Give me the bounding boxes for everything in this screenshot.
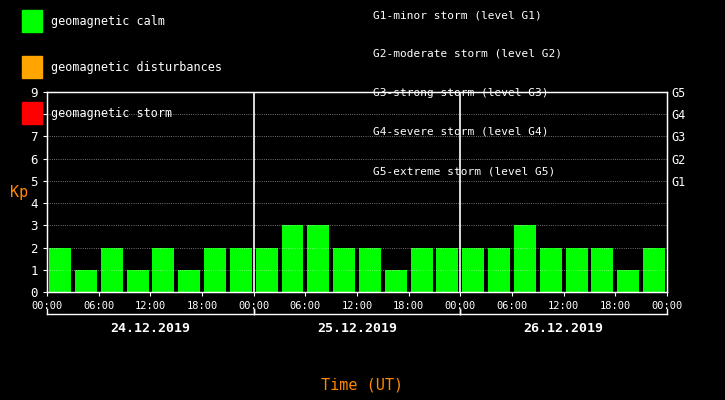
Text: 26.12.2019: 26.12.2019	[523, 322, 604, 335]
Bar	[152, 248, 174, 292]
Text: Time (UT): Time (UT)	[321, 377, 404, 392]
Text: 25.12.2019: 25.12.2019	[317, 322, 397, 335]
Bar	[643, 248, 665, 292]
Y-axis label: Kp: Kp	[10, 184, 28, 200]
Bar	[463, 248, 484, 292]
Bar	[178, 270, 200, 292]
Bar	[204, 248, 226, 292]
Bar	[566, 248, 587, 292]
Text: 24.12.2019: 24.12.2019	[110, 322, 191, 335]
Bar	[101, 248, 123, 292]
Text: G2-moderate storm (level G2): G2-moderate storm (level G2)	[373, 49, 563, 59]
Bar	[75, 270, 97, 292]
Bar	[307, 225, 329, 292]
Bar	[488, 248, 510, 292]
Bar	[617, 270, 639, 292]
Bar	[540, 248, 562, 292]
Bar	[230, 248, 252, 292]
Bar	[436, 248, 458, 292]
Bar	[49, 248, 71, 292]
Text: G1-minor storm (level G1): G1-minor storm (level G1)	[373, 10, 542, 20]
Text: G5-extreme storm (level G5): G5-extreme storm (level G5)	[373, 166, 555, 176]
Bar	[514, 225, 536, 292]
Text: geomagnetic disturbances: geomagnetic disturbances	[51, 60, 222, 74]
Bar	[334, 248, 355, 292]
Bar	[256, 248, 278, 292]
Bar	[592, 248, 613, 292]
Text: geomagnetic storm: geomagnetic storm	[51, 106, 172, 120]
Bar	[281, 225, 304, 292]
Bar	[410, 248, 433, 292]
Bar	[127, 270, 149, 292]
Bar	[359, 248, 381, 292]
Text: G3-strong storm (level G3): G3-strong storm (level G3)	[373, 88, 549, 98]
Text: geomagnetic calm: geomagnetic calm	[51, 14, 165, 28]
Bar	[385, 270, 407, 292]
Text: G4-severe storm (level G4): G4-severe storm (level G4)	[373, 127, 549, 137]
